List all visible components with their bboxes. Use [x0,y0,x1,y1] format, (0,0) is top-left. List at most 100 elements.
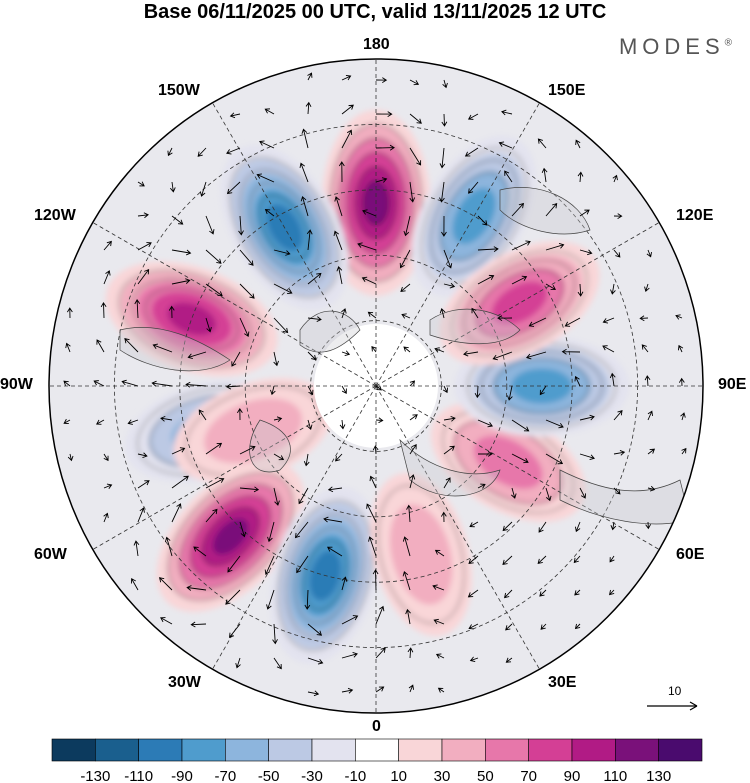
colorbar-tick-label: -110 [124,768,153,783]
wind-arrow [372,569,379,591]
wind-arrow [443,477,451,489]
wind-arrow [307,657,324,665]
wind-arrow [339,419,346,430]
wind-arrow [338,161,345,183]
wind-arrow [579,453,595,460]
wind-arrow [441,113,448,127]
wind-arrow [477,274,495,285]
colorbar-tick-label: -50 [258,768,280,783]
coastline [119,327,231,372]
meridian-line [212,102,377,387]
wind-arrow [199,181,207,197]
wind-arrow [468,181,479,194]
wind-arrow [678,377,685,387]
wind-arrow [439,181,445,203]
wind-arrow [264,209,275,217]
wind-arrow [545,283,557,291]
wind-arrow [95,419,105,425]
coastlines [119,187,691,525]
wind-arrow [160,617,173,625]
wind-arrow [441,215,447,237]
wind-arrow [641,344,649,353]
wind-arrow [168,305,175,319]
wind-arrow [273,657,282,670]
wind-arrow [577,171,584,183]
wind-arrow [171,475,189,489]
wind-arrow [502,521,513,532]
wind-arrow [103,483,113,490]
wind-arrow [306,419,313,430]
wind-arrow [362,209,377,217]
wind-arrow [613,249,621,258]
wind-arrow [124,338,139,353]
lon-label-120e: 120E [676,207,714,224]
wind-arrow [273,249,291,256]
wind-arrow [169,181,176,193]
wind-arrow [375,385,383,391]
wind-arrow [306,229,313,251]
wind-arrow [680,412,686,421]
wind-arrow [100,301,107,319]
wind-arrow [474,385,481,399]
wind-arrow [341,385,347,394]
wind-arrow [307,385,314,396]
wind-arrow [639,315,649,322]
wind-arrow [67,453,74,462]
colorbar-swatch [268,738,313,762]
colorbar-tick-label: -70 [214,768,236,783]
coastline [499,187,591,235]
wind-arrow [272,623,278,645]
wind-arrow [341,129,353,149]
wind-arrow [399,249,411,269]
wind-arrow [375,417,384,424]
wind-arrow [270,385,276,396]
wind-arrow [477,419,493,428]
wind-arrow [541,167,548,183]
map-border [48,58,704,714]
wind-arrow [93,380,105,387]
wind-arrow [564,317,581,327]
reference-arrow-head [689,701,698,711]
meridian-line [375,385,540,670]
wind-arrow [307,72,313,81]
wind-arrow [205,508,218,523]
wind-arrow [137,452,148,459]
wind-arrow [504,170,513,183]
wind-arrow [574,623,581,630]
wind-arrow [405,608,411,625]
brand-logo: MODES® [619,34,732,60]
wind-arrow [609,589,615,596]
wind-arrow [375,177,388,183]
wind-arrow [158,577,173,591]
wind-arrow [502,555,513,566]
colorbar-tick-label: 10 [390,768,407,783]
meridian-line [92,222,377,387]
wind-arrow [239,249,254,266]
wind-arrow [296,555,309,574]
wind-arrow [103,270,111,285]
lon-label-0: 0 [372,718,381,735]
wind-arrow [205,477,225,489]
wind-arrow [574,375,581,387]
wind-arrow [505,623,513,631]
anomaly-contour-band [491,281,548,325]
wind-arrow [545,419,564,429]
brand-name: MODES [618,34,725,59]
wind-arrow [469,656,479,663]
colorbar-tick-label: -90 [171,768,193,783]
lon-label-90e: 90E [718,376,747,393]
wind-arrow [497,315,513,321]
wind-arrow [574,521,581,533]
colorbar-swatch [138,738,183,762]
lon-label-150e: 150E [548,82,586,99]
wind-arrow [574,589,581,596]
wind-arrow [647,410,653,421]
wind-arrow [492,351,513,361]
wind-arrow [579,414,595,421]
wind-vectors [63,72,687,697]
wind-arrow [227,555,241,573]
colorbar-swatch [95,738,139,762]
wind-arrow [167,147,173,157]
wind-arrow [409,414,418,421]
wind-arrow [231,351,241,367]
